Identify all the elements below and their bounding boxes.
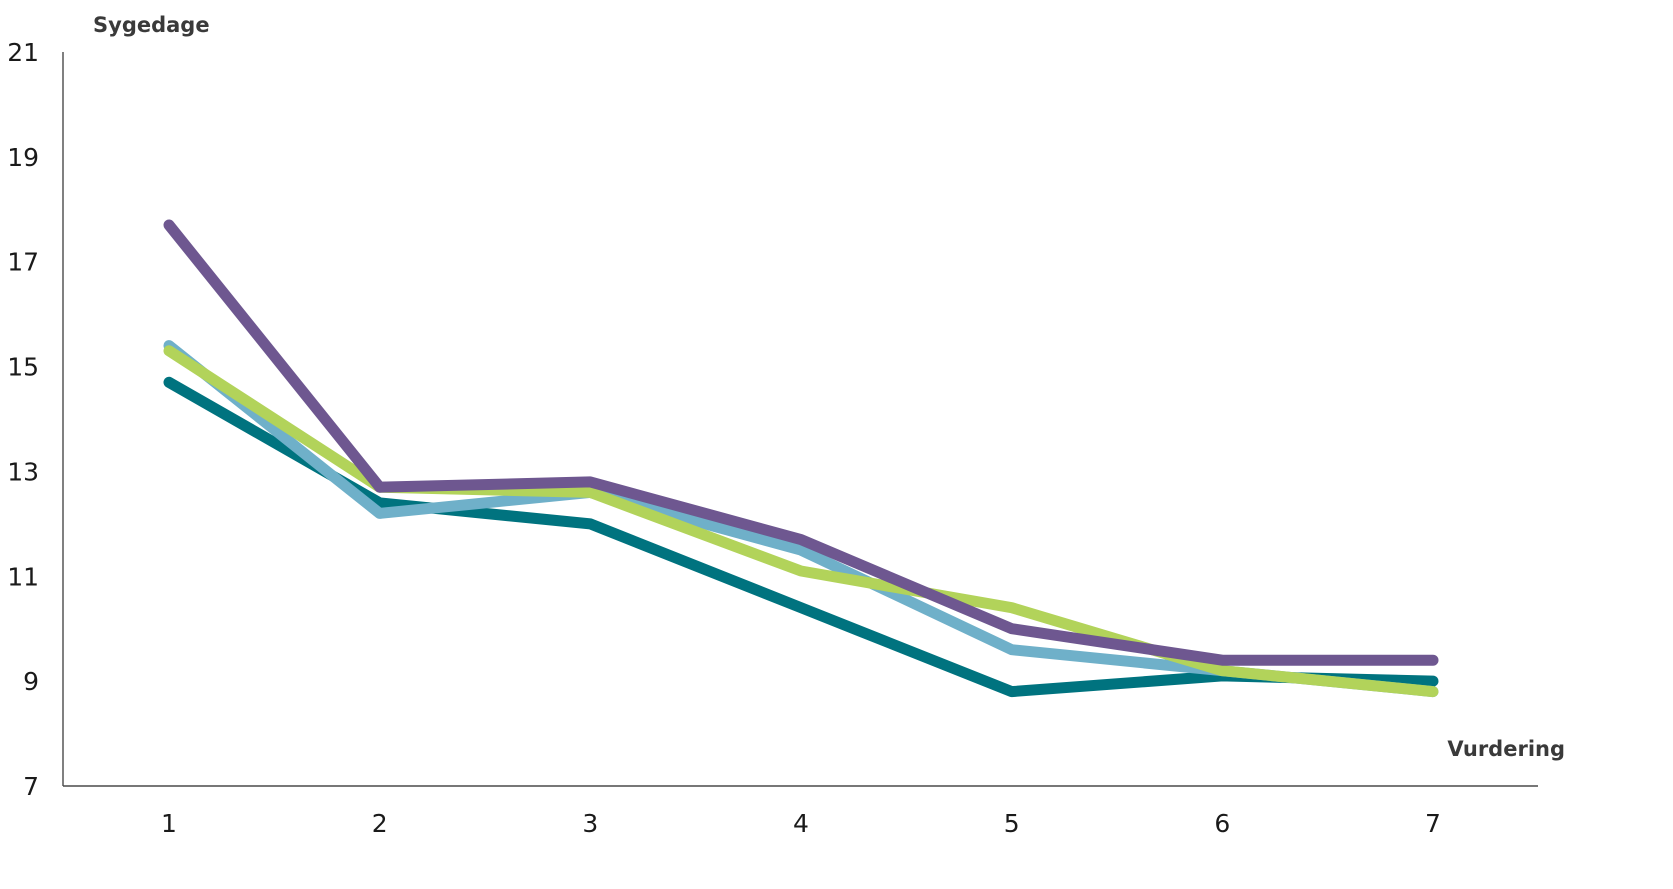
y-tick-label: 13 bbox=[7, 457, 39, 486]
y-tick-label: 15 bbox=[7, 353, 39, 382]
y-tick-label: 9 bbox=[23, 667, 39, 696]
series-line-4 bbox=[163, 219, 1439, 666]
y-tick-labels: 7 9 11 13 15 17 19 21 bbox=[7, 38, 39, 801]
x-tick-label: 7 bbox=[1425, 809, 1441, 838]
x-tick-label: 1 bbox=[161, 809, 177, 838]
y-axis-title: Sygedage bbox=[93, 13, 210, 37]
x-tick-label: 4 bbox=[793, 809, 809, 838]
x-tick-label: 6 bbox=[1214, 809, 1230, 838]
y-tick-label: 11 bbox=[7, 562, 39, 591]
x-tick-label: 2 bbox=[372, 809, 388, 838]
y-tick-label: 19 bbox=[7, 143, 39, 172]
series-line-2 bbox=[163, 340, 1439, 698]
x-tick-label: 3 bbox=[582, 809, 598, 838]
x-axis-title: Vurdering bbox=[1447, 737, 1565, 761]
y-tick-label: 17 bbox=[7, 248, 39, 277]
x-tick-labels: 1 2 3 4 5 6 7 bbox=[161, 809, 1441, 838]
y-tick-label: 21 bbox=[7, 38, 39, 67]
series-line-3 bbox=[163, 345, 1439, 698]
x-tick-label: 5 bbox=[1004, 809, 1020, 838]
series-lines bbox=[163, 219, 1439, 698]
y-tick-label: 7 bbox=[23, 772, 39, 801]
